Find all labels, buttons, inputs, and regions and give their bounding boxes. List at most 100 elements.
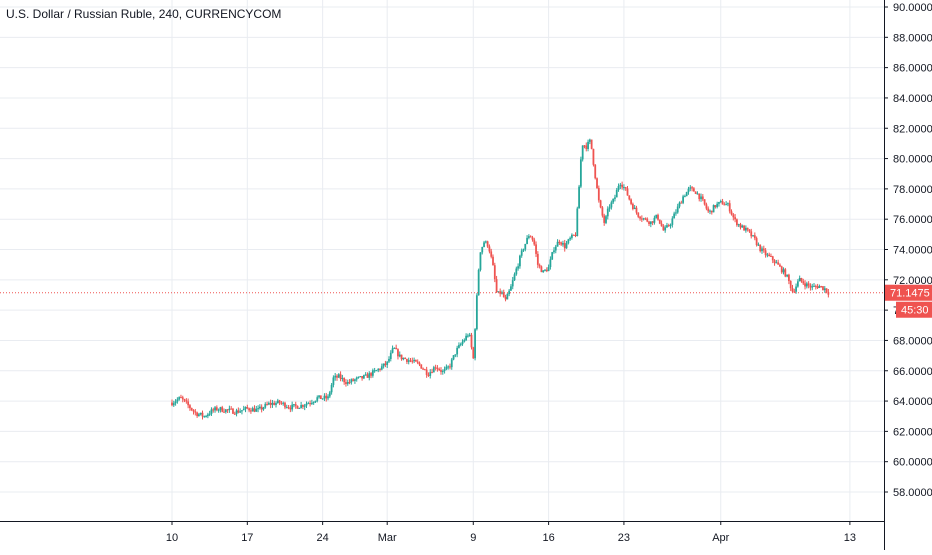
candles (171, 138, 830, 420)
candle-body (648, 221, 650, 224)
candle-body (624, 187, 627, 189)
candle-body (727, 203, 729, 205)
candle-body (775, 262, 778, 264)
candle-body (309, 403, 311, 405)
candle-body (569, 237, 572, 240)
candle-body (499, 291, 502, 294)
candle-body (683, 196, 686, 198)
candle-body (278, 400, 281, 403)
candle-body (736, 219, 738, 226)
candle-body (660, 223, 663, 227)
candle-body (814, 285, 817, 287)
candle-body (217, 409, 220, 411)
candle-body (651, 221, 654, 223)
candle-body (682, 196, 684, 203)
candle-body (662, 226, 665, 231)
candle-body (443, 369, 446, 372)
candle-body (370, 373, 372, 376)
candle-body (517, 266, 520, 269)
candle-body (492, 256, 494, 266)
candle-body (691, 187, 693, 189)
candle-body (253, 408, 256, 412)
candle-body (171, 402, 173, 406)
candle-body (328, 392, 331, 397)
candle-body (219, 407, 222, 410)
candle-body (761, 248, 763, 252)
candle-body (544, 269, 546, 271)
candle-body (226, 409, 229, 411)
candle-body (380, 366, 383, 370)
candle-body (621, 184, 624, 188)
candle-body (551, 252, 554, 260)
candle-body (825, 288, 828, 292)
candle-body (553, 250, 555, 253)
candle-body (680, 202, 683, 204)
candle-body (506, 294, 509, 300)
candle-body (694, 191, 697, 194)
candle-body (587, 141, 589, 149)
candle-body (224, 409, 227, 413)
candle-body (649, 221, 652, 224)
x-tick-label: 13 (844, 532, 856, 544)
candle-body (493, 265, 496, 280)
candle-body (743, 225, 745, 231)
y-tick-label: 66.0000 (893, 366, 932, 378)
candle-body (314, 400, 317, 403)
candle-body (176, 399, 179, 402)
candle-body (696, 193, 699, 195)
candle-body (657, 214, 659, 220)
candle-body (579, 159, 582, 187)
candle-body (411, 360, 414, 362)
candle-body (293, 404, 295, 406)
candle-body (520, 250, 523, 256)
x-tick-label: 23 (618, 532, 630, 544)
candle-body (653, 217, 656, 223)
y-tick-label: 84.0000 (893, 93, 932, 105)
candle-body (615, 189, 618, 198)
candle-body (350, 379, 353, 383)
candle-body (266, 404, 268, 406)
candle-body (723, 204, 726, 206)
candle-body (463, 340, 466, 342)
candle-body (250, 410, 252, 412)
candle-body (325, 395, 328, 399)
y-tick-label: 82.0000 (893, 123, 932, 135)
candle-body (470, 334, 473, 348)
candle-body (666, 225, 668, 228)
candle-body (822, 286, 824, 291)
candle-body (536, 253, 539, 265)
candle-body (343, 378, 346, 383)
candle-body (397, 349, 399, 357)
candle-body (388, 358, 390, 362)
candle-body (407, 360, 410, 362)
candle-body (757, 244, 760, 246)
candle-body (416, 361, 419, 363)
candle-body (255, 408, 258, 412)
candle-body (294, 404, 297, 406)
candle-body (264, 404, 267, 408)
candle-body (522, 249, 525, 251)
candle-body (230, 408, 233, 410)
candle-body (746, 227, 749, 230)
candle-body (578, 186, 580, 209)
candle-body (296, 405, 299, 409)
candle-body (303, 405, 306, 407)
candle-body (194, 411, 197, 413)
candle-body (637, 212, 640, 217)
candle-body (709, 210, 711, 212)
x-axis-ticks: 10 17 24 Mar 9 16 23 Apr 13 (166, 521, 856, 544)
candle-body (533, 239, 536, 245)
candle-body (420, 364, 423, 369)
candle-body (359, 376, 362, 378)
candle-body (802, 281, 805, 284)
candle-body (596, 178, 598, 189)
candle-body (354, 379, 356, 381)
candle-body (185, 400, 188, 402)
y-tick-label: 76.0000 (893, 214, 932, 226)
candle-body (402, 357, 405, 360)
candle-body (357, 376, 360, 378)
candle-body (588, 139, 591, 142)
candle-body (330, 384, 333, 393)
